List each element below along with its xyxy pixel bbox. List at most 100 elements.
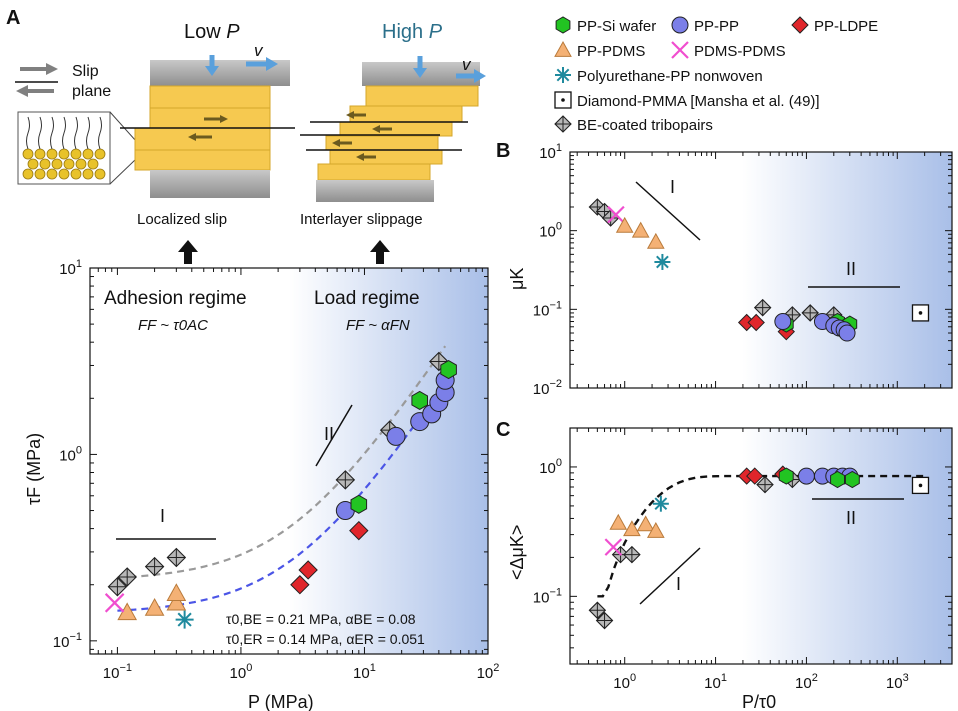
- panel-a-adhesion-formula: FF ~ τ0AC: [138, 317, 208, 334]
- panel-a-load-title: Load regime: [314, 288, 420, 309]
- x-tick-label: 101: [353, 662, 376, 682]
- molecule-head: [46, 168, 58, 180]
- data-point-asterisk: [175, 610, 194, 629]
- high-p-stack: [300, 56, 486, 202]
- panel-b-regime-1-label: I: [670, 177, 675, 197]
- panel-a-frame: [89, 267, 489, 655]
- data-point-crossed-diamond: [801, 304, 819, 322]
- molecule-tail: [26, 116, 30, 150]
- high-p-v-symbol: v: [462, 55, 472, 74]
- panel-a-background: [90, 268, 488, 654]
- data-point-crossed-diamond: [623, 545, 641, 564]
- panel-a-marks: [104, 351, 457, 629]
- panel-label-a: A: [6, 7, 20, 29]
- y-tick-label: 101: [59, 258, 82, 278]
- data-point-hexagon: [778, 467, 794, 485]
- molecule-head: [34, 168, 46, 180]
- panel-b-regime-2-label: II: [846, 259, 856, 279]
- low-p-symbol: P: [226, 21, 240, 43]
- molecule-head: [51, 158, 63, 170]
- data-point-hexagon: [440, 360, 457, 380]
- molecule-head: [46, 148, 58, 160]
- molecule-head: [82, 148, 94, 160]
- data-point-crossed-diamond: [753, 298, 772, 317]
- localized-slip-label: Localized slip: [137, 211, 227, 228]
- legend-marker-dotted-square: [554, 91, 572, 109]
- slip-plane-label-2: plane: [72, 83, 111, 100]
- panel-c-regime-2-label: II: [846, 508, 856, 528]
- legend: PP-Si wafer PP-PP PP-LDPE PP-PDMS PDMS-PDMS P…: [554, 16, 878, 134]
- molecule-head: [39, 158, 51, 170]
- molecule-tail: [98, 116, 102, 150]
- slip-plane-icon: [15, 63, 58, 97]
- data-point-diamond: [746, 467, 764, 485]
- data-point-dotted-square: [911, 476, 930, 495]
- data-point-triangle: [646, 232, 665, 249]
- data-point-triangle: [636, 515, 655, 532]
- legend-label: PP-Si wafer: [577, 18, 656, 35]
- molecule-head: [58, 168, 70, 180]
- low-p-stack: [120, 55, 295, 198]
- data-point-crossed-diamond: [588, 601, 607, 620]
- panel-c-xlabel: P/τ0: [742, 692, 776, 711]
- molecule-head: [22, 168, 34, 180]
- legend-marker-asterisk: [555, 67, 571, 83]
- data-point-triangle: [615, 216, 634, 233]
- high-p-text-fallback: High: [382, 21, 423, 43]
- panel-a-fit-be-text: τ0,BE = 0.21 MPa, αBE = 0.08: [226, 611, 416, 627]
- panel-a-fit-er-text: τ0,ER = 0.14 MPa, αER = 0.051: [226, 631, 425, 647]
- slip-plane-label-1: Slip: [72, 63, 99, 80]
- panel-b-ticks: 10−2 10−1 100 101: [533, 142, 953, 398]
- molecule-head: [63, 158, 75, 170]
- data-point-diamond: [349, 520, 369, 541]
- data-point-circle: [797, 467, 815, 485]
- data-point-diamond: [298, 560, 318, 580]
- panel-b-plot: 10−2 10−1 100 101 I II μK: [507, 142, 953, 398]
- data-point-x: [604, 538, 623, 556]
- panel-c-background: [570, 428, 952, 664]
- legend-marker-hexagon: [555, 16, 571, 34]
- data-point-triangle: [609, 513, 628, 530]
- molecule-tail: [62, 116, 66, 150]
- legend-marker-diamond: [791, 16, 809, 34]
- data-point-diamond: [290, 575, 310, 595]
- data-point-triangle: [646, 521, 665, 538]
- y-tick-label: 10−1: [53, 631, 82, 651]
- panel-b-frame: [569, 151, 953, 389]
- x-tick-label: 10−1: [103, 662, 132, 682]
- high-p-label: High P: [382, 21, 443, 43]
- data-point-triangle: [631, 221, 650, 238]
- molecule-head: [87, 158, 99, 170]
- legend-label: Polyurethane-PP nonwoven: [577, 68, 763, 85]
- panel-b-ylabel: μK: [507, 268, 527, 290]
- legend-label: PP-PP: [694, 18, 739, 35]
- panel-a-xlabel: P (MPa): [248, 692, 314, 711]
- panel-a-regime-2-label: II: [324, 424, 334, 444]
- y-tick-label: 100: [539, 221, 562, 241]
- panel-label-c: C: [496, 419, 510, 441]
- legend-marker-circle: [671, 16, 689, 34]
- arrow-icon-left: [178, 240, 198, 264]
- x-tick-label: 102: [795, 672, 818, 692]
- schematic: Slip plane Low P: [15, 21, 486, 264]
- low-p-label: Low P: [184, 21, 240, 43]
- legend-marker-crossed-diamond: [554, 115, 572, 133]
- x-tick-label: 102: [477, 662, 500, 682]
- data-point-triangle: [166, 583, 187, 601]
- panel-c-regime-1-label: I: [676, 574, 681, 594]
- panel-c-regime-1-line: [639, 547, 701, 605]
- molecule-head: [27, 158, 39, 170]
- panel-b-background: [570, 152, 952, 388]
- molecule-head: [94, 168, 106, 180]
- data-point-x: [104, 593, 125, 613]
- low-p-v-symbol: v: [254, 41, 264, 60]
- data-point-circle: [838, 324, 856, 342]
- molecule-tail: [50, 116, 54, 150]
- molecule-head: [70, 168, 82, 180]
- high-p-symbol: P: [429, 21, 443, 43]
- legend-marker-x: [671, 41, 689, 59]
- data-point-hexagon: [844, 470, 860, 489]
- data-point-dotted-square: [911, 304, 930, 322]
